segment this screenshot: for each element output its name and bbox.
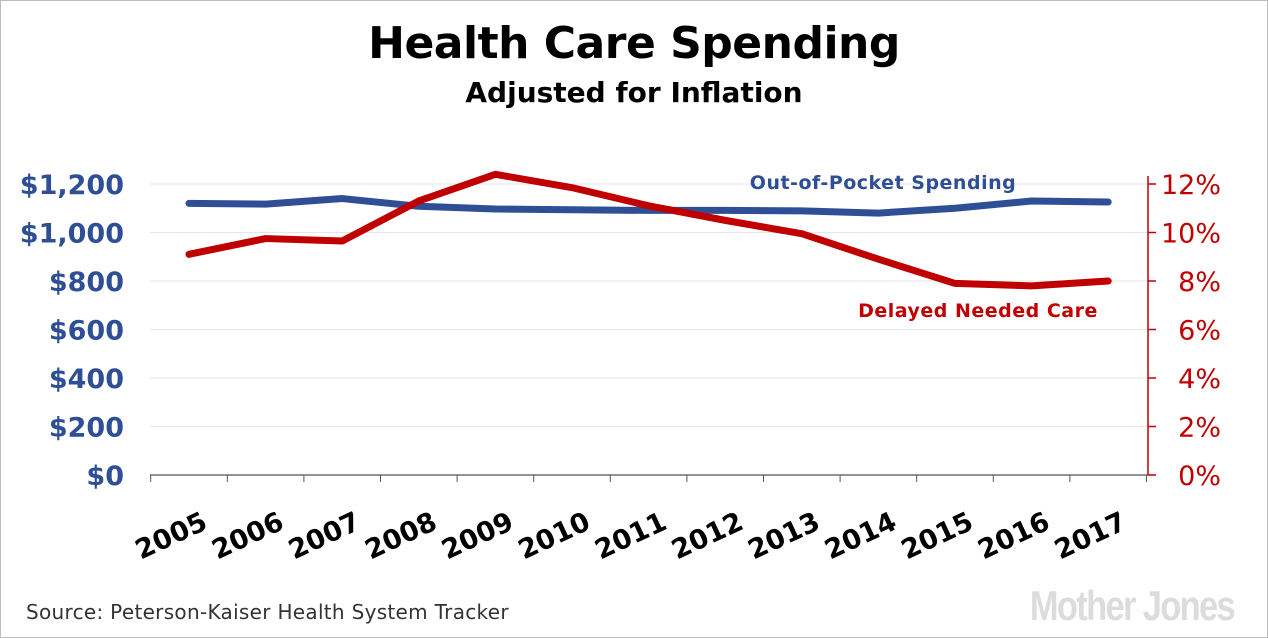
- left-axis-tick-label: $800: [49, 267, 124, 298]
- right-axis-tick-label: 12%: [1161, 170, 1221, 201]
- x-axis-tick-label: 2008: [361, 506, 442, 566]
- x-axis-tick-label: 2007: [284, 506, 365, 566]
- chart-title: Health Care Spending: [368, 18, 900, 69]
- x-axis-tick-label: 2009: [437, 506, 518, 566]
- source-note: Source: Peterson-Kaiser Health System Tr…: [26, 600, 509, 624]
- x-axis-tick-label: 2005: [131, 506, 212, 566]
- right-axis-tick-label: 6%: [1178, 316, 1221, 347]
- chart-subtitle: Adjusted for Inflation: [465, 76, 803, 109]
- x-axis-tick-label: 2011: [590, 506, 671, 566]
- x-axis-tick-label: 2012: [667, 506, 748, 566]
- right-axis-tick-label: 8%: [1178, 267, 1221, 298]
- left-axis-tick-label: $1,200: [20, 170, 124, 201]
- left-axis-tick-label: $0: [86, 461, 124, 492]
- left-axis-tick-label: $600: [49, 316, 124, 347]
- right-axis-tick-label: 4%: [1178, 364, 1221, 395]
- left-axis-tick-label: $1,000: [20, 219, 124, 250]
- series-label: Delayed Needed Care: [858, 300, 1098, 322]
- x-axis-tick-label: 2010: [514, 506, 595, 566]
- series-label: Out-of-Pocket Spending: [750, 172, 1016, 194]
- left-axis-tick-label: $200: [49, 413, 124, 444]
- x-axis-tick-label: 2006: [207, 506, 288, 566]
- publisher-logo: Mother Jones: [1029, 582, 1236, 629]
- series-line-out-of-pocket-spending: [185, 195, 1112, 217]
- series-line-delayed-needed-care: [185, 170, 1112, 290]
- x-axis-tick-label: 2015: [897, 506, 978, 566]
- left-axis-tick-label: $400: [49, 364, 124, 395]
- x-axis-tick-label: 2013: [744, 506, 825, 566]
- x-axis-tick-label: 2017: [1050, 506, 1131, 566]
- x-axis-tick-label: 2016: [973, 506, 1054, 566]
- x-axis-tick-label: 2014: [820, 506, 901, 566]
- right-axis-tick-label: 2%: [1178, 413, 1221, 444]
- right-axis-tick-label: 0%: [1178, 461, 1221, 492]
- right-axis-tick-label: 10%: [1161, 219, 1221, 250]
